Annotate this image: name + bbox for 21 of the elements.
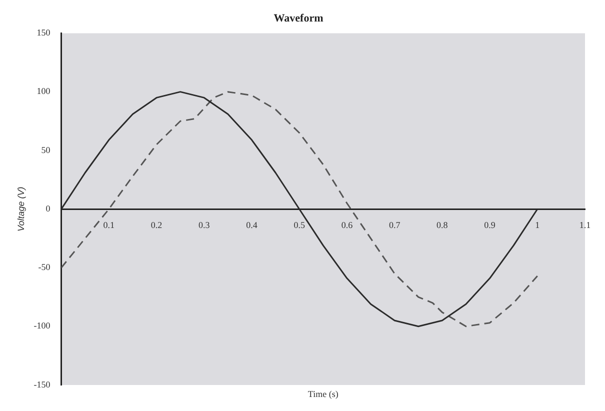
x-tick-label: 0.2 xyxy=(150,220,162,230)
x-tick-label: 0.7 xyxy=(388,220,401,230)
x-tick-label: 0.8 xyxy=(436,220,448,230)
x-axis-title: Time (s) xyxy=(308,388,338,399)
y-tick-label: -100 xyxy=(34,320,51,331)
x-tick-label: 1 xyxy=(535,220,540,230)
y-tick-label: 150 xyxy=(36,28,51,38)
y-axis-title: Voltage (V) xyxy=(16,186,26,232)
x-tick-label: 0.1 xyxy=(103,220,115,230)
x-tick-label: 0.6 xyxy=(341,220,354,230)
y-tick-label: -150 xyxy=(34,379,51,390)
x-tick-label: 0.4 xyxy=(246,220,258,230)
y-tick-label: 100 xyxy=(36,86,51,96)
x-tick-label: 0.5 xyxy=(294,220,306,230)
y-tick-label: -50 xyxy=(38,262,51,272)
chart-title: Waveform xyxy=(274,12,324,24)
x-tick-label: 0.9 xyxy=(484,220,496,230)
y-tick-label: 50 xyxy=(41,144,51,155)
x-tick-label: 1.1 xyxy=(579,220,591,230)
x-tick-label: 0.3 xyxy=(198,220,210,230)
y-tick-label: 0 xyxy=(46,203,51,214)
